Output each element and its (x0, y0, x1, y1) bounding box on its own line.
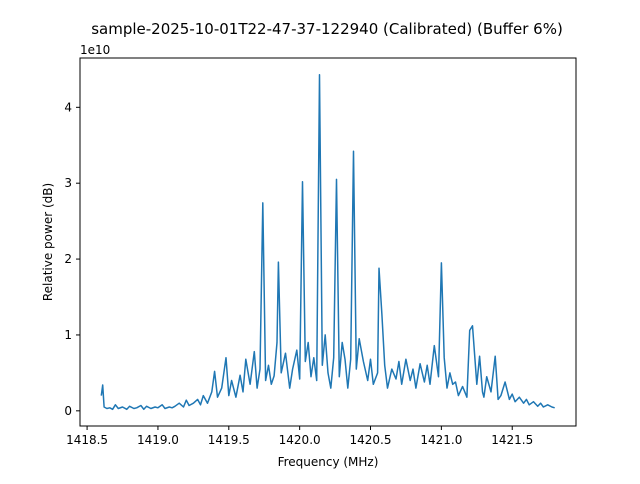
x-tick-label: 1419.5 (208, 433, 250, 447)
series-group (100, 73, 555, 411)
x-tick-label: 1421.5 (491, 433, 533, 447)
y-axis-label: Relative power (dB) (41, 183, 55, 301)
y-axis-offset-label: 1e10 (80, 43, 110, 57)
x-axis-label: Frequency (MHz) (278, 455, 379, 469)
y-tick-label: 2 (64, 252, 72, 266)
y-tick-label: 3 (64, 176, 72, 190)
y-axis-ticks: 0 1 2 3 4 (64, 100, 80, 418)
x-tick-label: 1420.0 (279, 433, 321, 447)
y-tick-label: 4 (64, 100, 72, 114)
x-tick-label: 1418.5 (66, 433, 108, 447)
y-tick-label: 0 (64, 404, 72, 418)
chart-title: sample-2025-10-01T22-47-37-122940 (Calib… (91, 20, 563, 38)
x-tick-label: 1419.0 (137, 433, 179, 447)
x-axis-ticks: 1418.5 1419.0 1419.5 1420.0 1420.5 1421.0 1421… (66, 426, 533, 447)
x-tick-label: 1421.0 (420, 433, 462, 447)
plot-area (79, 57, 577, 427)
y-tick-label: 1 (64, 328, 72, 342)
series-line (100, 73, 555, 411)
x-tick-label: 1420.5 (350, 433, 392, 447)
